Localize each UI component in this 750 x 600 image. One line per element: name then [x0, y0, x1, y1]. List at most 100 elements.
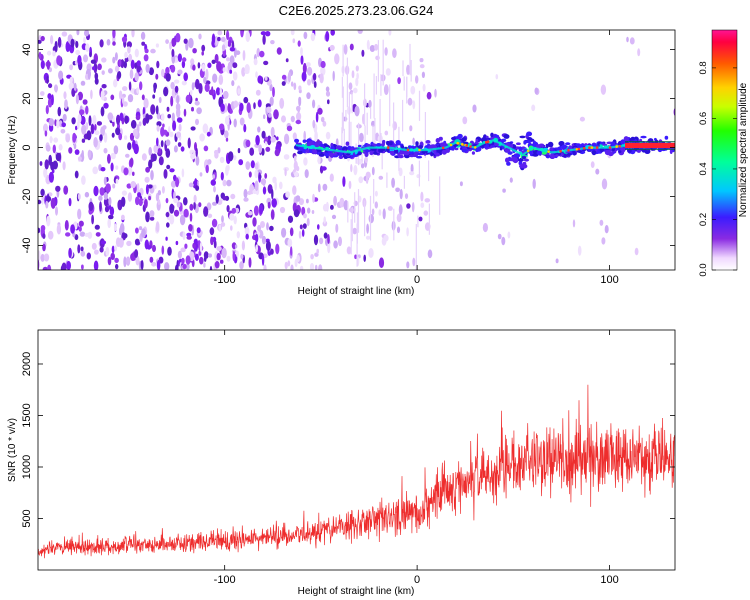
- spectrogram-cell: [208, 253, 212, 258]
- spectrogram-cell: [144, 198, 148, 209]
- spectrogram-cell: [55, 185, 61, 192]
- spectrogram-cell: [75, 125, 78, 131]
- spectrogram-cell: [317, 155, 321, 165]
- spectrogram-cell: [140, 260, 144, 270]
- spectrogram-cell: [222, 179, 227, 187]
- spectrogram-streak: [356, 223, 358, 267]
- spectrogram-cell: [73, 82, 77, 91]
- spectrogram-cell: [208, 89, 213, 96]
- spectrogram-streak: [393, 102, 395, 149]
- spectrogram-cell: [175, 240, 179, 246]
- spectrogram-cell: [83, 36, 86, 44]
- spectrogram-cell: [230, 193, 236, 200]
- spectrogram-cell: [333, 195, 337, 206]
- spectrogram-cell: [170, 81, 175, 90]
- spectrogram-cell: [193, 150, 196, 158]
- spectrogram-cell: [205, 68, 209, 80]
- colorbar-gradient: [711, 29, 738, 271]
- spectrogram-cell: [197, 62, 201, 69]
- spectrogram-cell: [333, 240, 338, 249]
- spectrogram-cell: [149, 210, 155, 218]
- spectrogram-cell: [637, 48, 641, 57]
- spectrogram-cell: [604, 225, 609, 234]
- signal-cell: [511, 156, 517, 161]
- spectrogram-cell: [176, 95, 180, 104]
- spectrogram-streak: [350, 121, 352, 150]
- spectrogram-cell: [290, 81, 294, 87]
- spectrogram-cell: [356, 72, 359, 80]
- spectrogram-cell: [87, 149, 92, 159]
- spectrogram-cell: [130, 59, 135, 70]
- spectrogram-cell: [193, 194, 197, 203]
- spectrogram-cell: [294, 258, 298, 268]
- spectrogram-cell: [227, 61, 233, 72]
- spectrogram-cell: [101, 84, 107, 89]
- spectrogram-cell: [290, 264, 294, 270]
- spectrogram-cell: [40, 60, 45, 70]
- signal-cell: [415, 141, 419, 146]
- spectrogram-cell: [296, 165, 300, 172]
- spectrogram-cell: [145, 211, 150, 223]
- spectrogram-cell: [155, 43, 159, 48]
- spectrogram-cell: [298, 85, 302, 91]
- spectrogram-cell: [215, 194, 219, 204]
- spectrogram-cell: [228, 151, 234, 162]
- spectrogram-streak: [342, 86, 344, 131]
- spectrogram-cell: [315, 111, 319, 123]
- spectrogram-cell: [387, 206, 393, 211]
- spectrogram-cell: [325, 31, 330, 42]
- spectrogram-cell: [126, 240, 132, 247]
- spectrogram-streak: [351, 91, 353, 114]
- spectrogram-cell: [129, 69, 134, 80]
- spectrogram-cell: [296, 112, 302, 121]
- spectrogram-cell: [371, 166, 375, 176]
- signal-cell: [308, 149, 313, 153]
- spectrogram-streak: [347, 201, 349, 223]
- spectrogram-cell: [353, 87, 358, 94]
- spectrogram-cell: [165, 236, 168, 241]
- spectrogram-cell: [148, 146, 152, 156]
- spectrogram-cell: [284, 168, 287, 177]
- spectrogram-cell: [130, 119, 137, 129]
- spectrogram-cell: [293, 155, 297, 163]
- spectrogram-cell: [63, 91, 67, 100]
- signal-cell: [451, 136, 456, 141]
- spectrogram-cell: [214, 261, 220, 269]
- spectrogram-cell: [306, 62, 311, 67]
- spectrogram-cell: [601, 178, 608, 190]
- spectrogram-cell: [258, 144, 263, 154]
- signal-cell: [506, 161, 511, 166]
- signal-peak: [441, 146, 445, 150]
- spectrogram-cell: [183, 72, 188, 82]
- signal-cell: [343, 156, 348, 159]
- spectrogram-cell: [99, 134, 103, 142]
- spectrogram-cell: [93, 260, 99, 270]
- spectrogram-cell: [47, 230, 54, 240]
- spectrogram-cell: [260, 178, 267, 185]
- spectrogram-cell: [253, 205, 259, 216]
- signal-cell: [390, 150, 395, 156]
- spectrogram-cell: [227, 40, 232, 47]
- spectrogram-cell: [151, 262, 157, 267]
- spectrogram-cell: [166, 222, 170, 228]
- spectrogram-cell: [322, 183, 328, 191]
- spectrogram-cell: [312, 99, 316, 109]
- spectrogram-cell: [98, 195, 103, 201]
- spectrogram-cell: [531, 104, 536, 112]
- spectrogram-cell: [255, 244, 258, 253]
- spectrogram-cell: [368, 99, 372, 109]
- spectrogram-cell: [221, 215, 224, 223]
- spectrogram-cell: [354, 254, 357, 260]
- spectrogram-cell: [323, 232, 328, 239]
- spectrogram-cell: [75, 40, 79, 49]
- spectrogram-cell: [303, 213, 307, 219]
- spectrogram-cell: [422, 83, 426, 92]
- spectrogram-cell: [388, 30, 392, 36]
- spectrogram-cell: [68, 197, 72, 207]
- spectrogram-cell: [348, 180, 352, 190]
- spectrogram-cell: [199, 133, 205, 142]
- spectrogram-cell: [295, 195, 301, 202]
- spectrogram-cell: [147, 245, 152, 250]
- spectrogram-cell: [227, 102, 231, 113]
- spectrogram-cell: [298, 97, 302, 107]
